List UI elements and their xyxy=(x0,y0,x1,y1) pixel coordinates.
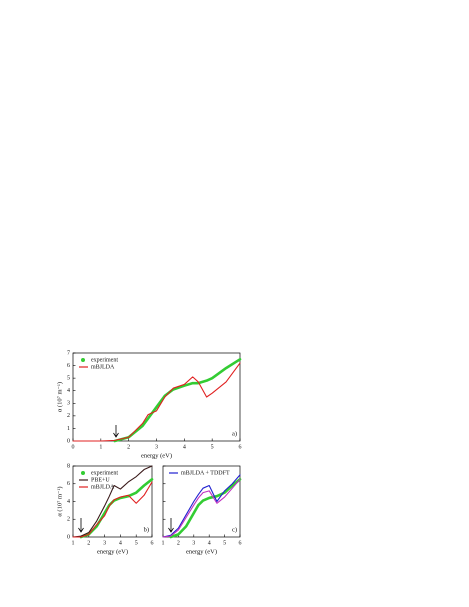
series-line xyxy=(162,478,241,538)
arrow xyxy=(113,425,119,438)
arrows xyxy=(78,425,174,533)
x-axis-label: energy (eV) xyxy=(97,548,128,555)
x-axis-label: energy (eV) xyxy=(186,548,217,555)
panel-label: a) xyxy=(232,430,237,437)
x-tick-label: 0 xyxy=(72,444,75,450)
legend-label: mBJLDA xyxy=(91,484,115,490)
y-axis-label: α (10⁷ m⁻¹) xyxy=(56,382,63,412)
legend-marker xyxy=(81,471,85,475)
y-tick-label: 6 xyxy=(67,363,70,369)
x-tick-label: 3 xyxy=(103,540,106,546)
panel-label: b) xyxy=(144,526,149,533)
x-axis-label: energy (eV) xyxy=(141,452,172,459)
y-tick-label: 0 xyxy=(67,534,70,540)
panel-label: c) xyxy=(232,526,237,533)
experiment-curve xyxy=(169,478,242,539)
y-tick-label: 7 xyxy=(67,350,70,356)
series-line xyxy=(162,474,241,538)
legend-label: mBJLDA xyxy=(91,364,115,370)
y-tick-label: 4 xyxy=(67,388,70,394)
x-tick-label: 2 xyxy=(87,540,90,546)
legend-marker xyxy=(81,358,85,362)
arrow xyxy=(168,518,174,533)
legend-label: experiment xyxy=(91,357,118,363)
x-tick-label: 4 xyxy=(183,444,186,450)
y-tick-label: 4 xyxy=(67,499,70,505)
y-tick-label: 5 xyxy=(67,376,70,382)
series-line xyxy=(72,481,153,538)
x-tick-label: 5 xyxy=(135,540,138,546)
x-tick-label: 2 xyxy=(127,444,130,450)
x-tick-label: 1 xyxy=(72,540,75,546)
x-tick-label: 6 xyxy=(239,540,242,546)
series-line xyxy=(72,465,153,538)
y-axis-label: α (10⁷ m⁻¹) xyxy=(56,486,63,516)
arrow xyxy=(78,518,84,533)
y-tick-label: 1 xyxy=(67,426,70,432)
x-tick-label: 3 xyxy=(155,444,158,450)
y-tick-label: 3 xyxy=(67,401,70,407)
x-tick-label: 3 xyxy=(192,540,195,546)
y-tick-label: 8 xyxy=(67,463,70,469)
series-line xyxy=(72,362,241,442)
y-tick-label: 2 xyxy=(67,517,70,523)
legend-label: mBJLDA + TDDFT xyxy=(181,470,230,476)
x-tick-label: 6 xyxy=(151,540,154,546)
x-tick-label: 2 xyxy=(177,540,180,546)
y-tick-label: 0 xyxy=(67,438,70,444)
x-tick-label: 1 xyxy=(99,444,102,450)
legend-label: experiment xyxy=(91,470,118,476)
y-tick-label: 2 xyxy=(67,413,70,419)
x-tick-label: 6 xyxy=(239,444,242,450)
legend-label: PBE+U xyxy=(91,477,110,483)
x-tick-label: 4 xyxy=(208,540,211,546)
x-tick-label: 4 xyxy=(119,540,122,546)
experiment-curve xyxy=(113,357,242,443)
x-tick-label: 1 xyxy=(162,540,165,546)
y-tick-label: 6 xyxy=(67,481,70,487)
x-tick-label: 5 xyxy=(211,444,214,450)
x-tick-label: 5 xyxy=(223,540,226,546)
